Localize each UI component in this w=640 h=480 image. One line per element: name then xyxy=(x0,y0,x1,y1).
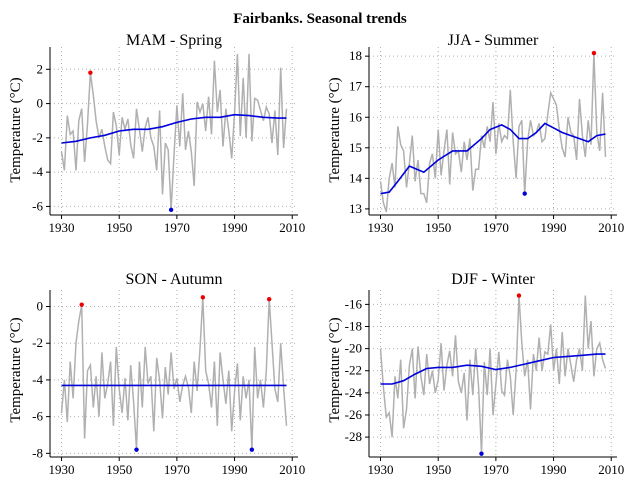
winter-y-tick-label: -20 xyxy=(345,341,362,356)
spring-panel: MAM - Spring 1930 1950 1970 1990 2010 -6 -4 -2 0… xyxy=(8,32,305,235)
spring-temperature-line xyxy=(60,53,288,210)
winter-x-tick-label: 1950 xyxy=(425,462,451,477)
autumn-y-tick-label: -8 xyxy=(32,445,43,460)
summer-y-tick-label: 17 xyxy=(349,79,363,94)
summer-y-tick-label: 15 xyxy=(349,140,362,155)
spring-y-tick-label: 0 xyxy=(37,96,44,111)
summer-x-tick-label: 1990 xyxy=(541,220,567,235)
winter-temperature-line xyxy=(379,295,607,454)
winter-panel: DJF - Winter 1930 1950 1970 1990 2010 -28 -26 -… xyxy=(327,271,624,477)
spring-panel-title: MAM - Spring xyxy=(126,32,222,49)
autumn-x-tick-label: 1970 xyxy=(164,462,190,477)
spring-x-tick-label: 1990 xyxy=(222,220,248,235)
winter-y-axis-label: Temperature (°C) xyxy=(327,317,343,422)
autumn-x-tick-label: 1930 xyxy=(49,462,75,477)
figure-title: Fairbanks. Seasonal trends xyxy=(233,11,407,27)
summer-y-axis-label: Temperature (°C) xyxy=(327,77,343,182)
winter-min-point xyxy=(479,451,484,456)
summer-temperature-line xyxy=(379,53,607,213)
spring-y-tick-label: -6 xyxy=(32,198,43,213)
autumn-y-tick-label: -6 xyxy=(32,409,43,424)
winter-x-tick-label: 1930 xyxy=(368,462,394,477)
winter-trend-line xyxy=(380,353,606,385)
winter-y-tick-label: -22 xyxy=(345,363,362,378)
autumn-y-tick-label: -2 xyxy=(32,335,43,350)
summer-y-tick-label: 18 xyxy=(349,48,362,63)
summer-y-tick-label: 16 xyxy=(349,109,363,124)
autumn-x-tick-label: 2010 xyxy=(279,462,305,477)
winter-x-tick-label: 1990 xyxy=(541,462,567,477)
summer-x-tick-label: 2010 xyxy=(598,220,624,235)
autumn-max-point xyxy=(266,296,272,302)
summer-y-tick-label: 14 xyxy=(349,170,363,185)
autumn-y-tick-label: 0 xyxy=(37,299,44,314)
spring-max-point xyxy=(88,70,93,75)
winter-y-tick-label: -18 xyxy=(345,318,362,333)
summer-x-tick-label: 1930 xyxy=(368,220,394,235)
spring-x-tick-label: 1950 xyxy=(106,220,132,235)
winter-x-tick-label: 1970 xyxy=(483,462,509,477)
summer-panel: JJA - Summer 1930 1950 1970 1990 2010 13 14 15 1… xyxy=(327,32,624,235)
autumn-panel: SON - Autumn 1930 1950 1970 1990 2010 -8 -6 -4 -… xyxy=(8,271,305,477)
autumn-min-point xyxy=(134,447,139,452)
spring-x-tick-label: 2010 xyxy=(279,220,305,235)
winter-y-tick-label: -26 xyxy=(345,407,363,422)
spring-x-tick-label: 1930 xyxy=(49,220,75,235)
spring-trend-line xyxy=(61,113,287,144)
spring-y-tick-label: 2 xyxy=(37,61,44,76)
autumn-temperature-line xyxy=(60,297,288,450)
summer-min-point xyxy=(522,191,527,196)
summer-x-tick-label: 1970 xyxy=(483,220,509,235)
summer-x-tick-label: 1950 xyxy=(425,220,451,235)
autumn-y-tick-label: -4 xyxy=(32,372,43,387)
autumn-min-point xyxy=(249,447,255,452)
autumn-panel-title: SON - Autumn xyxy=(126,271,223,288)
winter-y-tick-label: -24 xyxy=(345,385,363,400)
summer-y-tick-label: 13 xyxy=(349,201,362,216)
winter-max-point xyxy=(516,293,522,298)
spring-y-tick-label: -2 xyxy=(32,130,43,145)
summer-panel-title: JJA - Summer xyxy=(448,32,539,49)
winter-panel-title: DJF - Winter xyxy=(451,271,535,288)
autumn-max-point xyxy=(79,302,84,307)
summer-trend-line xyxy=(380,122,606,195)
spring-y-axis-label: Temperature (°C) xyxy=(8,77,24,182)
autumn-y-axis-label: Temperature (°C) xyxy=(8,317,24,422)
spring-x-tick-label: 1970 xyxy=(164,220,190,235)
spring-y-tick-label: -4 xyxy=(32,164,43,179)
spring-min-point xyxy=(168,207,174,213)
winter-y-tick-label: -28 xyxy=(345,429,362,444)
autumn-max-point xyxy=(200,295,206,300)
winter-x-tick-label: 2010 xyxy=(598,462,624,477)
summer-max-point xyxy=(591,50,597,56)
autumn-x-tick-label: 1950 xyxy=(106,462,132,477)
winter-y-tick-label: -16 xyxy=(345,296,363,311)
autumn-x-tick-label: 1990 xyxy=(222,462,248,477)
